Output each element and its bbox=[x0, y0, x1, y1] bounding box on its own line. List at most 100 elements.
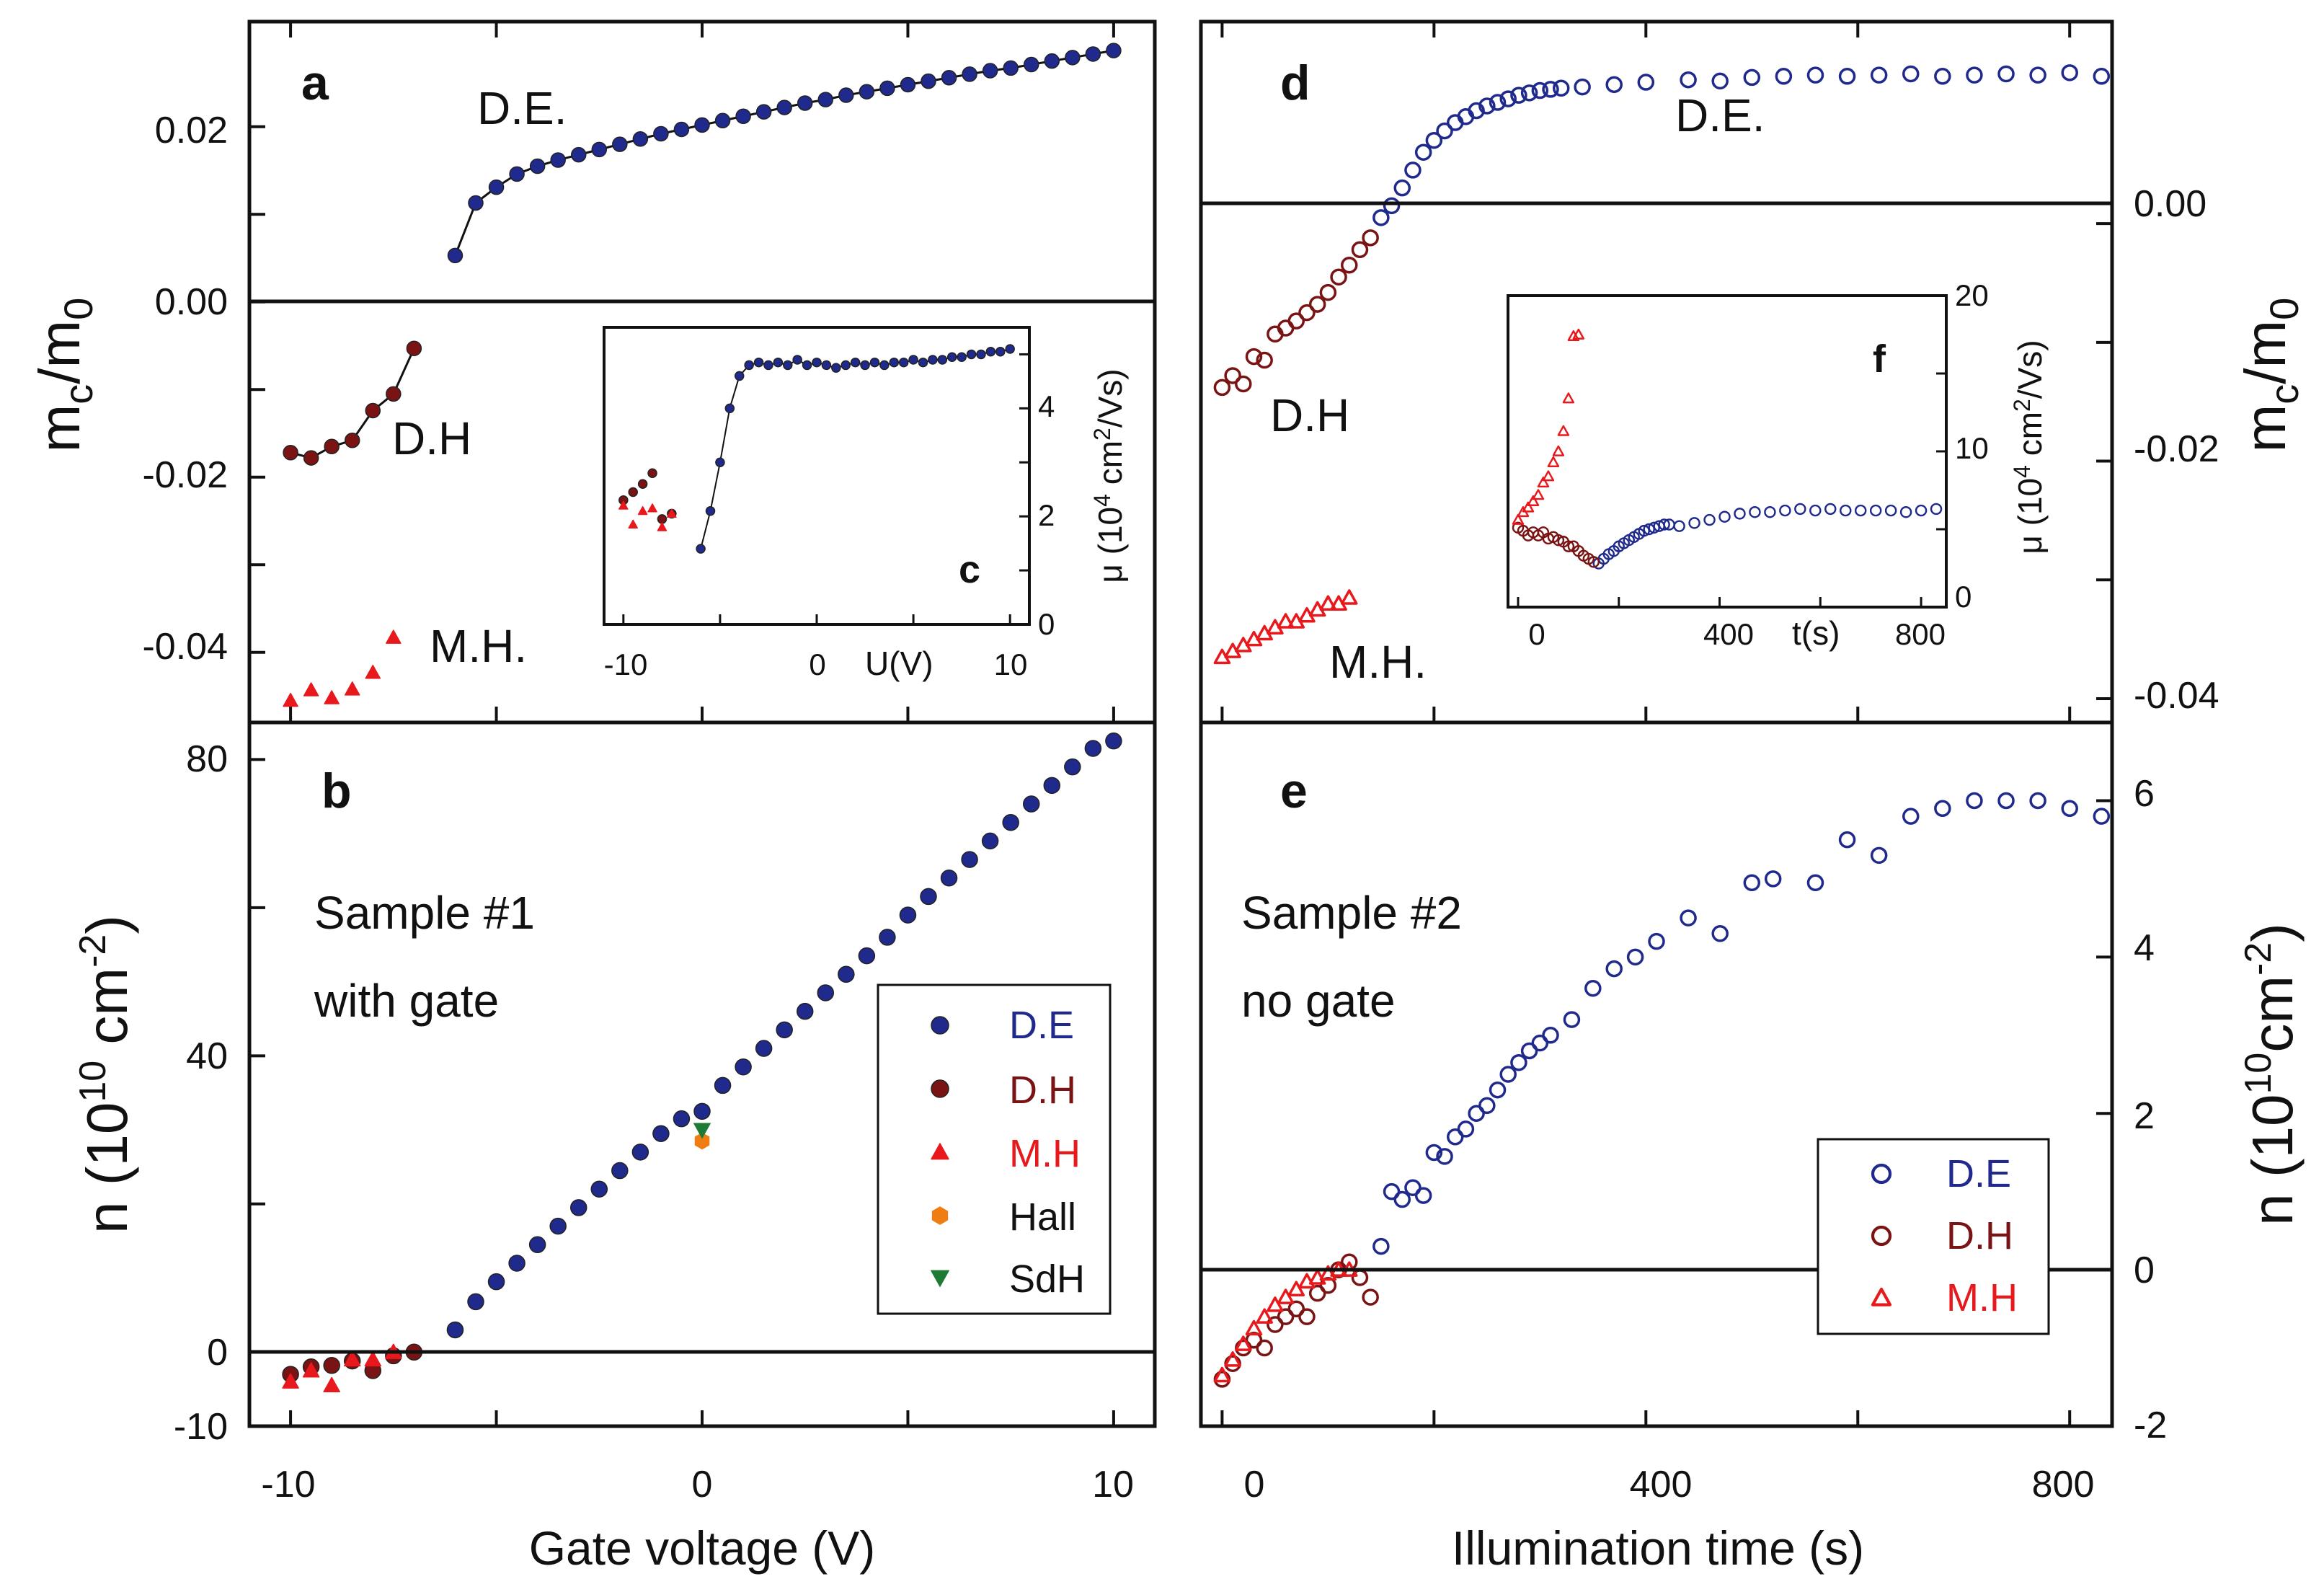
panel-d-de-point bbox=[1605, 76, 1623, 94]
panel-e-mh-point bbox=[1267, 1296, 1284, 1312]
panel-b-de-point bbox=[1064, 758, 1081, 776]
panel-b-ytick: 0 bbox=[207, 1332, 228, 1374]
panel-d-mh-point bbox=[1319, 595, 1337, 611]
panel-f-de-point bbox=[1764, 506, 1776, 518]
panel-d-dh-point bbox=[1308, 296, 1326, 313]
panel-e-mh-point bbox=[1213, 1366, 1231, 1383]
panel-e-de-point bbox=[1383, 1182, 1401, 1200]
panel-d-de-point bbox=[1468, 102, 1485, 120]
panel-a-dh-point bbox=[386, 386, 402, 402]
panel-b-legend-mh: M.H bbox=[1009, 1132, 1081, 1175]
panel-c-dh-point bbox=[647, 468, 657, 479]
panel-e-mh-point bbox=[1235, 1335, 1252, 1351]
panel-a-de-point bbox=[1003, 60, 1019, 76]
panel-c-de-point bbox=[860, 360, 870, 371]
panel-b-de-point bbox=[590, 1180, 608, 1198]
panel-e-ylabel: n (1010cm-2) bbox=[2237, 923, 2305, 1226]
panel-d-dh-point bbox=[1235, 375, 1252, 393]
panel-e-de-point bbox=[1743, 874, 1761, 892]
panel-a-de-point bbox=[447, 247, 464, 264]
panel-d-de-point bbox=[1542, 81, 1559, 98]
panel-e-xlabel: Illumination time (s) bbox=[1452, 1521, 1864, 1575]
panel-c-de-point bbox=[850, 357, 861, 368]
panel-b-label: b bbox=[321, 764, 352, 818]
panel-f-de-point bbox=[1658, 518, 1670, 531]
panel-b-ytick: 40 bbox=[186, 1035, 228, 1077]
panel-f-x-ticks: 0 400 800 bbox=[1528, 617, 1946, 651]
panel-c-mh-point bbox=[667, 508, 677, 518]
panel-a-ytick: -0.02 bbox=[142, 454, 228, 496]
panel-e-de-point bbox=[1680, 909, 1697, 927]
panel-a-mh-annotation: M.H. bbox=[430, 620, 527, 672]
panel-b-de-point bbox=[549, 1217, 567, 1235]
panel-a-de-point bbox=[900, 76, 916, 93]
panel-a-de-point bbox=[673, 121, 690, 138]
panel-e-de-point bbox=[1436, 1148, 1453, 1165]
panel-a-de-annotation: D.E. bbox=[477, 82, 567, 134]
panel-b-de-point bbox=[528, 1236, 546, 1254]
panel-c-de-point bbox=[792, 355, 802, 365]
panel-c-inset: c -10 0 10 U(V) 0 2 4 μ (104 cm2/Vs) bbox=[603, 326, 1129, 682]
panel-b-de-point bbox=[1022, 795, 1040, 813]
panel-a-mh-point bbox=[324, 690, 340, 704]
panel-d-de-point bbox=[1436, 122, 1453, 140]
panel-c-x-ticks: -10 0 10 bbox=[604, 647, 1028, 681]
panel-b-ylabel: n (1010 cm-2) bbox=[72, 915, 139, 1234]
panel-e-legend: D.E D.H M.H bbox=[1817, 1138, 2050, 1335]
panel-b-mh-point bbox=[302, 1362, 320, 1378]
panel-a-de-point bbox=[797, 95, 813, 111]
panel-b-de-point bbox=[1084, 740, 1102, 757]
panel-f-mh-point bbox=[1572, 328, 1585, 340]
panel-a-de-point bbox=[1106, 43, 1122, 58]
panel-b-de-point bbox=[755, 1040, 773, 1057]
panel-e-de-point bbox=[1478, 1097, 1496, 1115]
panel-e-legend-box bbox=[1817, 1138, 2050, 1335]
panel-a-dh-point bbox=[365, 402, 381, 419]
panel-e-legend-de: D.E bbox=[1946, 1152, 2011, 1195]
panel-e-dh-point bbox=[1308, 1284, 1326, 1302]
panel-e-dh-point bbox=[1362, 1288, 1379, 1306]
panel-d-de-point bbox=[1425, 131, 1443, 149]
panel-c-de-point bbox=[889, 357, 900, 368]
panel-a-de-point bbox=[859, 84, 875, 100]
panel-c-dh-point bbox=[637, 479, 648, 489]
panel-c-de-point bbox=[696, 544, 706, 554]
panel-d-de-point bbox=[1902, 65, 1920, 83]
panel-c-de-point bbox=[773, 357, 784, 368]
panel-a-de-line bbox=[454, 49, 1114, 256]
panel-a-ytick: 0.00 bbox=[155, 281, 228, 323]
panel-e-legend-marker bbox=[1871, 1163, 1892, 1185]
panel-a-de-point bbox=[694, 117, 710, 133]
panel-c-de-point bbox=[966, 349, 977, 360]
panel-e-dh-point bbox=[1287, 1300, 1305, 1318]
panel-d-de-point bbox=[2029, 66, 2046, 84]
panel-e-dh-point bbox=[1267, 1316, 1284, 1333]
panel-e-de-point bbox=[1806, 874, 1824, 892]
panel-b-mh-point bbox=[343, 1350, 361, 1367]
panel-d-de-point bbox=[1489, 94, 1507, 111]
panel-d-de-point bbox=[1499, 90, 1517, 107]
panel-e-legend-marker bbox=[1871, 1287, 1892, 1306]
panel-e-xtick: 400 bbox=[1630, 1464, 1693, 1505]
panel-f-xlabel: t(s) bbox=[1792, 614, 1840, 652]
panel-d-de-point bbox=[1743, 68, 1761, 87]
panel-b-xtick: 10 bbox=[1092, 1464, 1134, 1505]
panel-f-inset: f 0 400 800 t(s) 0 10 20 μ (104 cm2/Vs) bbox=[1507, 278, 2049, 652]
panel-b-dh-point bbox=[323, 1357, 340, 1374]
panel-f-mh-point bbox=[1557, 425, 1570, 436]
panel-a-de-point bbox=[632, 131, 649, 147]
panel-d-de-point bbox=[2061, 64, 2078, 81]
panel-f-de-point bbox=[1824, 503, 1837, 516]
panel-c-de-point bbox=[937, 355, 948, 365]
panel-c-de-point bbox=[783, 360, 793, 371]
panel-e-de-point bbox=[1584, 979, 1602, 997]
panel-c-de-point bbox=[1005, 344, 1015, 354]
panel-c-y-ticks: 0 2 4 bbox=[1038, 389, 1055, 641]
panel-e: e Sample #2 no gate 6 4 2 0 -2 0 400 800… bbox=[1199, 720, 2305, 1575]
panel-f-de-point bbox=[1673, 520, 1685, 532]
panel-b-de-point bbox=[1043, 777, 1061, 795]
panel-d-mh-point bbox=[1277, 613, 1295, 629]
panel-c-dh-point bbox=[628, 487, 638, 498]
panel-d-ylabel: mc/m0 bbox=[2233, 298, 2307, 453]
panel-b-de-point bbox=[858, 947, 876, 965]
